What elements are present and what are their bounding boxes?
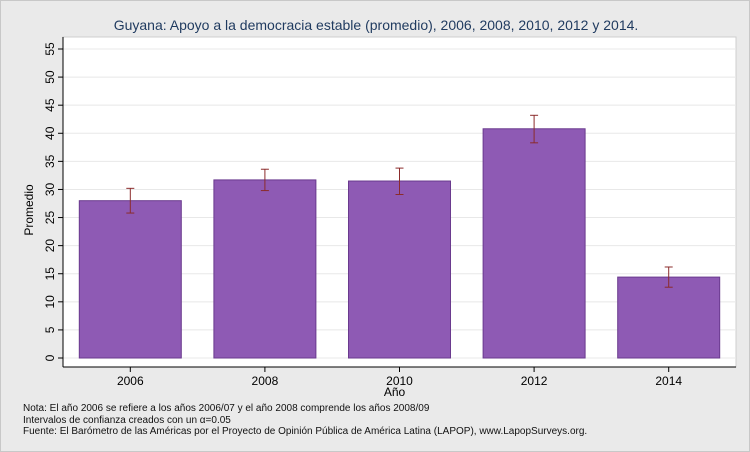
- bar-2008: [213, 179, 317, 359]
- x-tick-label-2014: 2014: [655, 374, 682, 388]
- y-tick-label: 45: [43, 98, 57, 112]
- y-tick-label: 15: [43, 267, 57, 281]
- note-line-3: Fuente: El Barómetro de las Américas por…: [23, 426, 588, 437]
- y-tick-label: 0: [43, 354, 57, 361]
- y-tick-label: 35: [43, 154, 57, 168]
- chart-notes: Nota: El año 2006 se refiere a los años …: [23, 403, 587, 438]
- y-axis-title: Promedio: [22, 184, 36, 236]
- y-tick-label: 20: [43, 239, 57, 253]
- y-tick-label: 10: [43, 295, 57, 309]
- bar-2012: [482, 128, 586, 359]
- bar-2006: [78, 200, 182, 359]
- x-axis-title: Año: [384, 385, 406, 399]
- y-tick-label: 50: [43, 70, 57, 84]
- x-tick-label-2012: 2012: [521, 374, 548, 388]
- bar-2014: [617, 276, 721, 359]
- y-tick-label: 40: [43, 126, 57, 140]
- y-tick-label: 5: [43, 326, 57, 333]
- chart-title: Guyana: Apoyo a la democracia estable (p…: [113, 17, 639, 33]
- y-tick-label: 55: [43, 42, 57, 56]
- chart-plot: 0 5 10 15 20 25 30 35 40 45 50 55 2006 2008 2010 2012 20…: [22, 36, 737, 399]
- x-tick-label-2010: 2010: [386, 374, 413, 388]
- y-tick-label: 30: [43, 182, 57, 196]
- bar-2010: [348, 180, 451, 359]
- note-line-2: Intervalos de confianza creados con un α…: [23, 414, 231, 426]
- x-tick-label-2006: 2006: [117, 374, 144, 388]
- x-tick-label-2008: 2008: [252, 374, 279, 388]
- note-line-1: Nota: El año 2006 se refiere a los años …: [23, 403, 430, 414]
- y-tick-label: 25: [43, 211, 57, 225]
